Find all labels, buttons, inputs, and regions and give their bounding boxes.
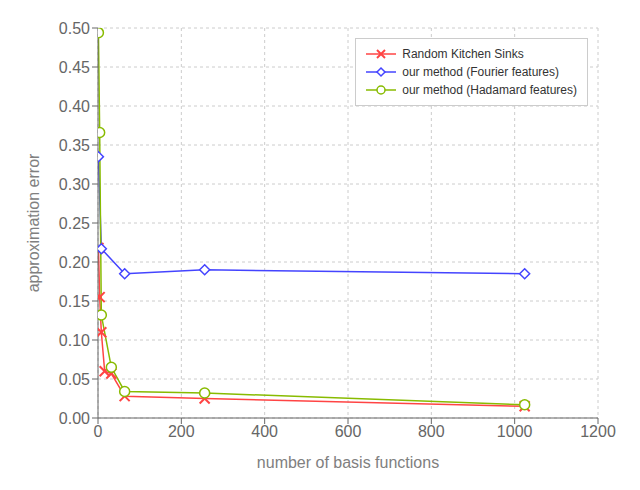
svg-text:approximation error: approximation error [25, 153, 42, 292]
svg-text:0.15: 0.15 [59, 293, 90, 310]
svg-text:200: 200 [168, 423, 195, 440]
html-text:our method (Hadamard features): our method (Hadamard features) [402, 83, 577, 97]
svg-text:400: 400 [251, 423, 278, 440]
svg-text:0.10: 0.10 [59, 332, 90, 349]
html-text:Random Kitchen Sinks: Random Kitchen Sinks [402, 47, 524, 61]
svg-text:800: 800 [418, 423, 445, 440]
svg-text:0.20: 0.20 [59, 254, 90, 271]
svg-text:0.25: 0.25 [59, 215, 90, 232]
svg-text:number of basis functions: number of basis functions [257, 454, 439, 471]
svg-text:0.35: 0.35 [59, 137, 90, 154]
svg-text:0: 0 [94, 423, 103, 440]
html-text:our method (Fourier features): our method (Fourier features) [402, 65, 559, 79]
svg-text:0.05: 0.05 [59, 371, 90, 388]
svg-text:0.45: 0.45 [59, 59, 90, 76]
svg-text:0.50: 0.50 [59, 20, 90, 37]
svg-text:0.40: 0.40 [59, 98, 90, 115]
svg-text:1200: 1200 [580, 423, 616, 440]
svg-text:0.30: 0.30 [59, 176, 90, 193]
svg-text:1000: 1000 [497, 423, 533, 440]
svg-text:600: 600 [335, 423, 362, 440]
svg-text:0.00: 0.00 [59, 410, 90, 427]
